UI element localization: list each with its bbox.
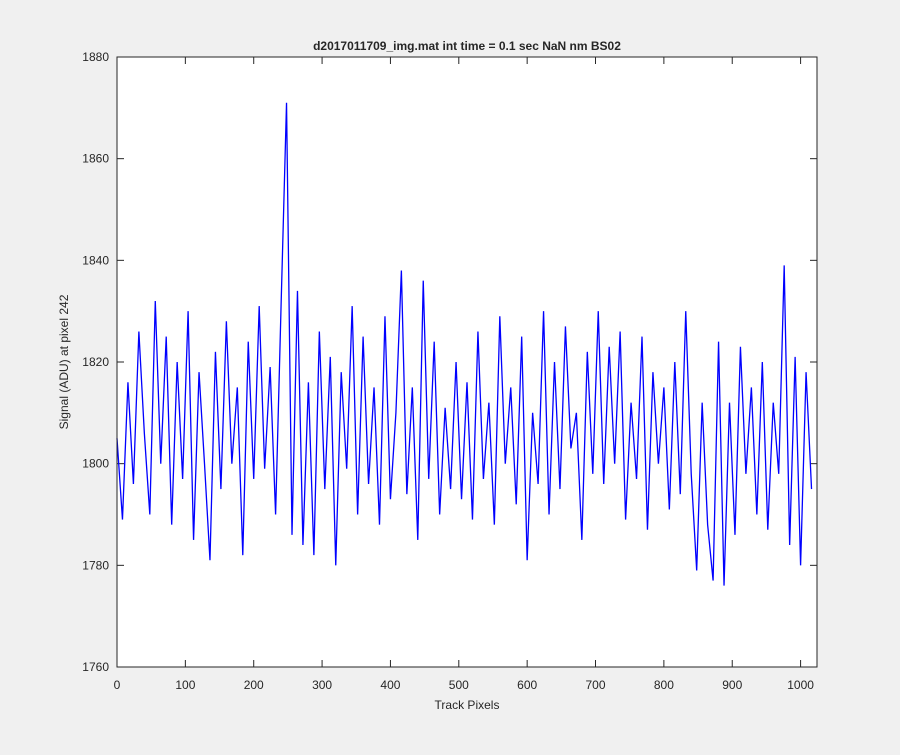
y-tick-label: 1860 [82, 152, 109, 166]
x-tick-label: 0 [114, 678, 121, 692]
x-tick-label: 100 [175, 678, 195, 692]
x-tick-label: 400 [380, 678, 400, 692]
axes-box [116, 56, 818, 668]
y-tick-label: 1760 [82, 660, 109, 674]
x-tick-label: 300 [312, 678, 332, 692]
x-tick-label: 700 [586, 678, 606, 692]
y-tick-label: 1880 [82, 50, 109, 64]
x-tick-label: 500 [449, 678, 469, 692]
y-tick-label: 1840 [82, 253, 109, 267]
axes-background [117, 57, 817, 667]
y-tick-label: 1800 [82, 457, 109, 471]
x-axis-label: Track Pixels [435, 698, 500, 712]
y-tick-label: 1820 [82, 355, 109, 369]
y-axis-label: Signal (ADU) at pixel 242 [57, 294, 71, 429]
x-tick-label: 1000 [787, 678, 814, 692]
x-tick-label: 600 [517, 678, 537, 692]
x-tick-label: 800 [654, 678, 674, 692]
chart-title: d2017011709_img.mat int time = 0.1 sec N… [313, 39, 621, 53]
y-tick-label: 1780 [82, 558, 109, 572]
x-tick-label: 200 [244, 678, 264, 692]
x-tick-label: 900 [722, 678, 742, 692]
data-line [116, 102, 813, 586]
